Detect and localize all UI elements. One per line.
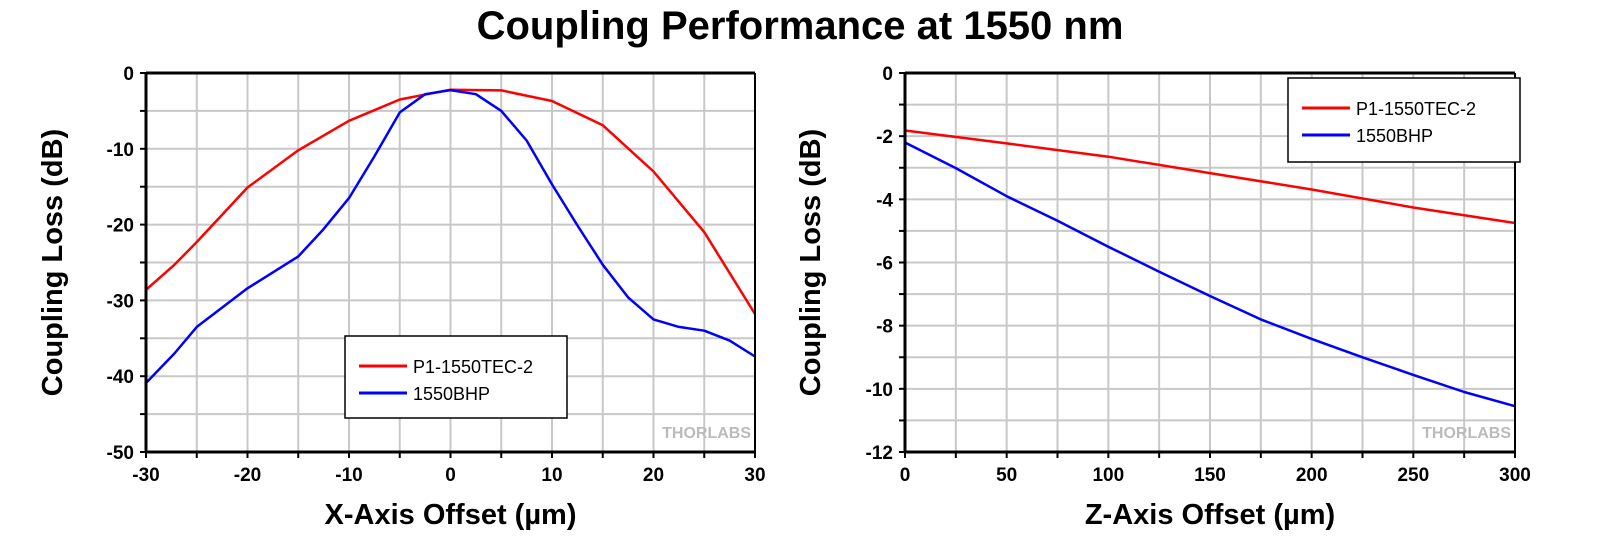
legend-box xyxy=(1287,77,1521,163)
y-tick-label: -40 xyxy=(107,367,134,388)
legend-label: 1550BHP xyxy=(1356,126,1433,146)
thorlabs-watermark: THORLABS xyxy=(662,425,751,442)
y-tick-label: -20 xyxy=(107,216,134,237)
y-tick-label: -10 xyxy=(107,140,134,161)
x-tick-label: 150 xyxy=(1194,465,1226,486)
y-tick-label: -50 xyxy=(107,443,134,464)
chart-title: Coupling Performance at 1550 nm xyxy=(476,4,1124,48)
x-tick-label: 30 xyxy=(744,465,765,486)
y-tick-label: -4 xyxy=(876,190,893,211)
x-tick-label: 300 xyxy=(1499,465,1531,486)
x-tick-label: 0 xyxy=(900,465,911,486)
x-tick-label: 250 xyxy=(1397,465,1429,486)
y-tick-label: 0 xyxy=(882,64,893,85)
y-axis-title: Coupling Loss (dB) xyxy=(37,129,69,396)
x-tick-label: -10 xyxy=(335,465,362,486)
y-tick-label: -6 xyxy=(876,254,893,275)
legend-label: P1-1550TEC-2 xyxy=(413,357,533,377)
y-tick-label: -10 xyxy=(866,380,893,401)
x-tick-label: 200 xyxy=(1296,465,1328,486)
y-tick-label: 0 xyxy=(123,64,134,85)
x-tick-label: 0 xyxy=(445,465,456,486)
x-axis-title: X-Axis Offset (µm) xyxy=(325,499,577,531)
y-tick-label: -12 xyxy=(866,443,893,464)
thorlabs-watermark: THORLABS xyxy=(1422,425,1511,442)
y-axis-title: Coupling Loss (dB) xyxy=(795,129,827,396)
x-axis-title: Z-Axis Offset (µm) xyxy=(1085,499,1335,531)
legend-label: 1550BHP xyxy=(413,384,490,404)
y-tick-label: -8 xyxy=(876,317,893,338)
x-tick-label: -30 xyxy=(132,465,159,486)
x-tick-label: 100 xyxy=(1092,465,1124,486)
x-tick-label: 20 xyxy=(643,465,664,486)
legend-box xyxy=(344,335,568,419)
x-tick-label: 50 xyxy=(996,465,1017,486)
x-tick-label: -20 xyxy=(234,465,261,486)
x-tick-label: 10 xyxy=(541,465,562,486)
y-tick-label: -30 xyxy=(107,291,134,312)
legend-label: P1-1550TEC-2 xyxy=(1356,99,1476,119)
y-tick-label: -2 xyxy=(876,127,893,148)
